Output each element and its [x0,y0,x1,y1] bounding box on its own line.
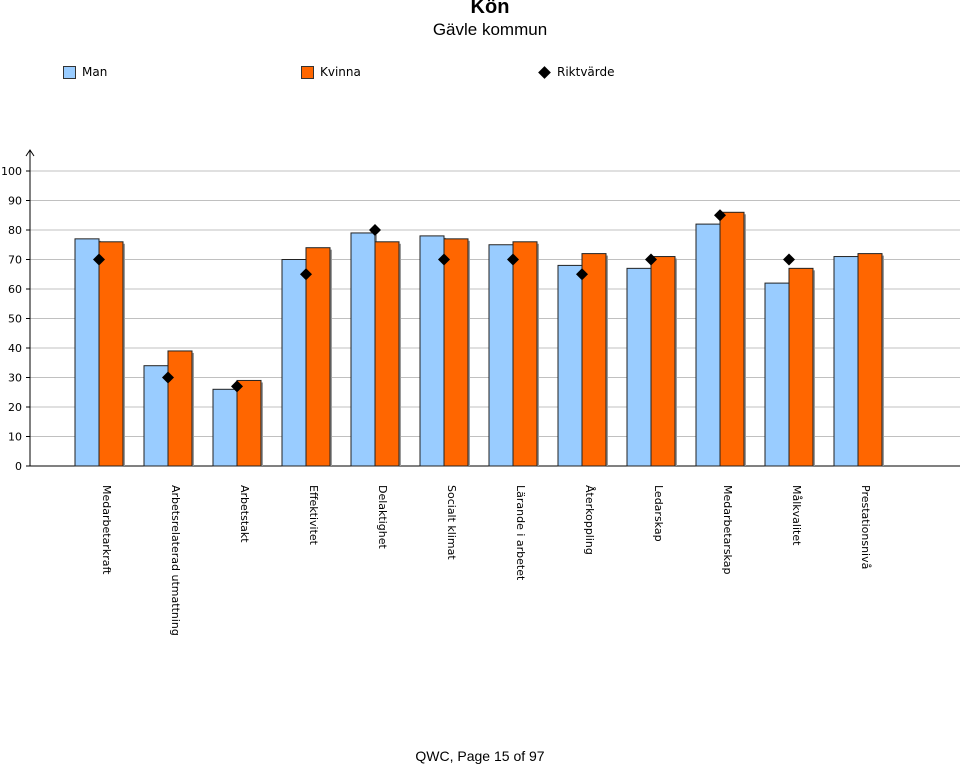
target-markers [93,209,795,393]
legend-swatch-kvinna [301,65,314,79]
category-label: Medarbetarskap [721,485,734,574]
category-label: Ledarskap [652,485,665,542]
legend-label-man: Man [82,65,108,79]
category-label: Återkoppling [583,485,596,555]
bar-man [488,244,514,467]
legend-swatch-man [63,65,76,79]
bar-kvinna [788,267,814,467]
bar-man [350,232,376,467]
y-tick-label: 30 [8,372,22,385]
riktvarde-marker [576,268,588,281]
y-tick-label: 80 [8,224,22,237]
bar-kvinna [719,211,745,467]
legend-item-riktvarde: Riktvärde [538,65,615,79]
category-label: Arbetstakt [238,485,251,543]
riktvarde-marker [645,253,657,266]
riktvarde-marker [300,268,312,281]
category-label: Delaktighet [376,485,389,549]
y-tick-label: 70 [8,254,22,267]
bar-man [764,282,790,467]
bar-man [212,388,238,467]
riktvarde-marker [162,371,174,384]
category-label: Medarbetarkraft [100,485,113,575]
riktvarde-marker [231,380,243,393]
bar-man [557,264,583,467]
riktvarde-marker [714,209,726,222]
riktvarde-marker [369,224,381,236]
category-label: Prestationsnivå [859,485,872,569]
y-tick-label: 0 [15,460,22,473]
bar-kvinna [374,241,400,467]
bar-man [281,259,307,467]
legend-label-riktvarde: Riktvärde [557,65,615,79]
bar-kvinna [167,350,193,467]
bars [74,211,884,467]
riktvarde-marker [507,253,519,266]
bar-kvinna [581,253,607,467]
legend-label-kvinna: Kvinna [320,65,361,79]
y-tick-label: 100 [1,165,22,178]
bar-kvinna [236,379,262,467]
bar-kvinna [857,253,883,467]
riktvarde-marker [783,253,795,266]
bar-man [833,256,859,467]
y-axis-arrow-icon [25,149,35,157]
category-labels: Medarbetarkraft Arbetsrelaterad utmattnin… [100,485,872,636]
riktvarde-marker [438,253,450,266]
bar-kvinna [98,241,124,467]
y-tick-label: 60 [8,283,22,296]
bar-kvinna [305,247,331,467]
y-tick-label: 40 [8,342,22,355]
bar-man [74,238,100,467]
legend-item-man: Man [63,65,107,79]
y-tick-label: 90 [8,195,22,208]
bar-man [695,223,721,467]
y-tick-label: 10 [8,431,22,444]
riktvarde-marker [93,253,105,266]
bar-kvinna [650,256,676,467]
legend-item-kvinna: Kvinna [301,65,361,79]
y-tick-label: 20 [8,401,22,414]
bar-man [419,235,445,467]
y-tick-label: 50 [8,313,22,326]
category-label: Arbetsrelaterad utmattning [169,485,182,636]
bar-kvinna [443,238,469,467]
chart-title: Kön [470,0,510,18]
category-label: Socialt klimat [445,485,458,560]
bar-man [143,365,169,467]
page-footer: QWC, Page 15 of 97 [415,748,545,764]
bar-kvinna [512,241,538,467]
category-label: Målkvalitet [790,485,803,546]
category-label: Effektivitet [307,485,320,546]
category-label: Lärande i arbetet [514,485,527,581]
bar-man [626,267,652,467]
chart-subtitle: Gävle kommun [432,20,548,39]
